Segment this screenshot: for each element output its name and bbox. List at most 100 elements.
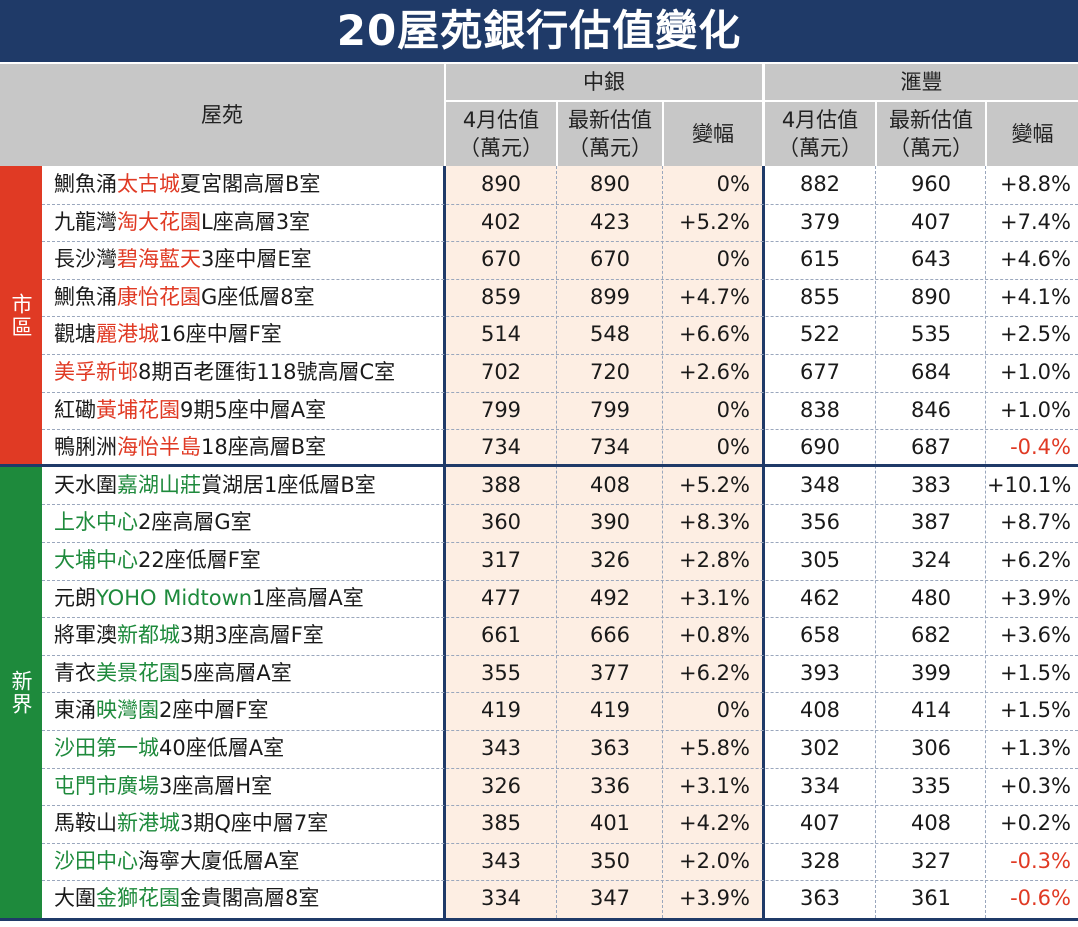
hsbc-latest-value: 682 [910,623,952,648]
boc-latest-value: 363 [589,736,631,760]
boc-latest-value: 734 [589,435,631,460]
hsbc-change-value: +1.0% [1000,397,1071,422]
estate-unit: 40座低層A室 [159,736,285,760]
estate-highlight: 屯門市廣場 [54,773,159,798]
boc-april-value: 343 [480,848,522,873]
estate-district: 長沙灣 [54,247,117,272]
table-row: 將軍澳新都城3期3座高層F室 661 666 +0.8% 658 682 +3.6% [42,617,1078,655]
hsbc-change-value: +1.0% [1000,360,1071,384]
hsbc-april-value: 348 [799,472,841,497]
boc-latest-value: 720 [589,360,631,384]
table-row: 青衣美景花園5座高層A室 355 377 +6.2% 393 399 +1.5% [42,655,1078,693]
hsbc-latest-value: 361 [910,886,952,911]
page-title: 20屋苑銀行估值變化 [0,0,1078,62]
estate-highlight: 康怡花園 [117,284,201,309]
hsbc-latest-value: 643 [910,247,952,272]
estate-unit: 2座高層G室 [138,510,252,535]
hsbc-april-value: 393 [799,660,841,685]
boc-latest-value: 548 [589,322,631,347]
hsbc-change-value: -0.3% [1010,848,1071,873]
hsbc-latest-value: 327 [910,848,952,873]
estate-highlight: 碧海藍天 [117,247,201,272]
hsbc-change-value: +1.5% [1000,698,1071,723]
estate-name: 沙田第一城40座低層A室 [54,730,284,768]
boc-latest-value: 326 [589,548,631,572]
estate-highlight: 沙田中心 [54,848,138,873]
hsbc-change-value: +2.5% [1000,322,1071,347]
hsbc-change-value: +8.7% [1000,510,1071,535]
hsbc-latest-value: 399 [910,660,952,685]
hsbc-latest-value: 306 [910,736,952,760]
hsbc-april-value: 305 [799,548,841,572]
estate-highlight: YOHO Midtown [96,585,253,610]
boc-change-value: +6.2% [679,660,750,685]
estate-highlight: 黃埔花園 [96,397,180,422]
boc-april-value: 326 [480,773,522,798]
table-row: 上水中心2座高層G室 360 390 +8.3% 356 387 +8.7% [42,504,1078,542]
header-boc-change: 變幅 [692,122,734,146]
hsbc-latest-value: 535 [910,322,952,347]
hsbc-change-value: -0.4% [1010,435,1071,460]
hsbc-april-value: 882 [799,172,841,196]
estate-name: 紅磡黃埔花園9期5座中層A室 [54,392,326,430]
estate-name: 上水中心2座高層G室 [54,504,252,542]
boc-latest-value: 347 [589,886,631,911]
estate-unit: 賞湖居1座低層B室 [201,472,376,497]
boc-change-value: +2.8% [679,548,750,572]
table-row: 馬鞍山新港城3期Q座中層7室 385 401 +4.2% 407 408 +0.2% [42,805,1078,843]
boc-change-value: +3.1% [679,773,750,798]
boc-change-value: +4.7% [679,284,750,309]
hsbc-change-value: +10.1% [987,472,1072,497]
boc-change-value: +8.3% [679,510,750,535]
hsbc-april-value: 855 [799,284,841,309]
estate-district: 將軍澳 [54,623,117,648]
boc-april-value: 355 [480,660,522,685]
boc-april-value: 799 [480,397,522,422]
boc-latest-value: 670 [589,247,631,272]
estate-unit: 5座高層A室 [180,660,292,685]
hsbc-latest-value: 408 [910,811,952,836]
hsbc-april-value: 522 [799,322,841,347]
region-urban: 市區 [0,166,42,466]
estate-name: 大埔中心22座低層F室 [54,542,261,580]
hsbc-latest-value: 480 [910,585,952,610]
table-row: 觀塘麗港城16座中層F室 514 548 +6.6% 522 535 +2.5% [42,316,1078,354]
estate-name: 大圍金獅花園金貴閣高層8室 [54,880,319,918]
estate-district: 東涌 [54,698,96,723]
hsbc-change-value: +0.3% [1000,773,1071,798]
hsbc-change-value: +7.4% [1000,209,1071,234]
hsbc-april-value: 838 [799,397,841,422]
estate-unit: 海寧大廈低層A室 [138,848,300,873]
hsbc-latest-value: 960 [910,172,952,196]
hsbc-change-value: +4.6% [1000,247,1071,272]
hsbc-latest-value: 324 [910,548,952,572]
hsbc-april-value: 677 [799,360,841,384]
boc-april-value: 670 [480,247,522,272]
estate-name: 鰂魚涌太古城夏宮閣高層B室 [54,166,320,204]
boc-latest-value: 799 [589,397,631,422]
estate-unit: 3期3座高層F室 [180,623,324,648]
table-row: 大埔中心22座低層F室 317 326 +2.8% 305 324 +6.2% [42,542,1078,580]
hsbc-april-value: 302 [799,736,841,760]
boc-latest-value: 350 [589,848,631,873]
estate-highlight: 上水中心 [54,510,138,535]
estate-district: 鰂魚涌 [54,172,117,196]
hsbc-latest-value: 335 [910,773,952,798]
table-row: 東涌映灣園2座中層F室 419 419 0% 408 414 +1.5% [42,692,1078,730]
estate-highlight: 海怡半島 [117,435,201,460]
boc-change-value: +4.2% [679,811,750,836]
hsbc-latest-value: 684 [910,360,952,384]
estate-name: 青衣美景花園5座高層A室 [54,655,292,693]
boc-april-value: 343 [480,736,522,760]
boc-change-value: +5.2% [679,472,750,497]
estate-district: 九龍灣 [54,209,117,234]
hsbc-change-value: +8.8% [1000,172,1071,196]
boc-latest-value: 890 [589,172,631,196]
estate-highlight: 太古城 [117,172,180,196]
hsbc-april-value: 690 [799,435,841,460]
boc-change-value: +5.2% [679,209,750,234]
hsbc-april-value: 408 [799,698,841,723]
estate-district: 青衣 [54,660,96,685]
boc-change-value: +6.6% [679,322,750,347]
estate-district: 大圍 [54,886,96,911]
